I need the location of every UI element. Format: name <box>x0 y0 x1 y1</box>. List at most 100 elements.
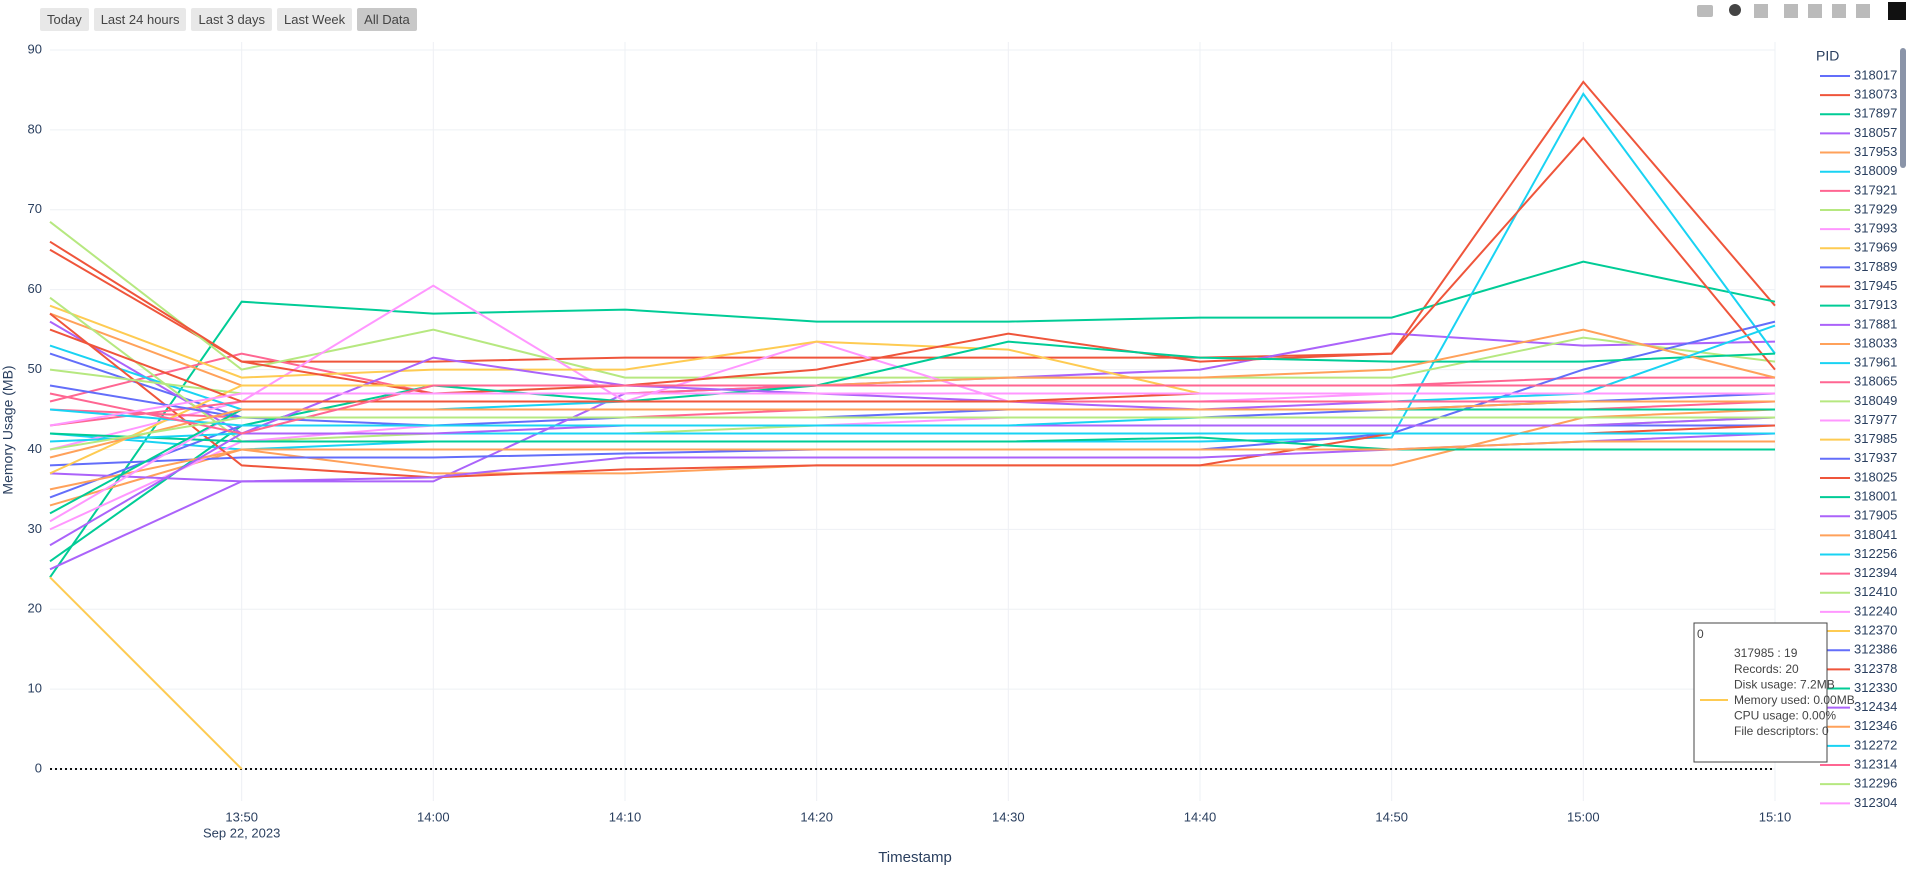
x-tick-label: 14:50 <box>1375 809 1408 824</box>
x-axis-title: Timestamp <box>878 849 952 866</box>
x-tick-label: 15:10 <box>1759 809 1792 824</box>
legend-label[interactable]: 318025 <box>1854 469 1897 484</box>
series-line <box>49 416 1775 451</box>
legend-label[interactable]: 318017 <box>1854 67 1897 82</box>
modebar <box>1697 2 1906 20</box>
series-line <box>49 432 1775 451</box>
legend-scrollbar[interactable] <box>1900 48 1906 168</box>
legend-label[interactable]: 312346 <box>1854 718 1897 733</box>
y-tick-label: 10 <box>28 681 42 696</box>
legend-label[interactable]: 312296 <box>1854 776 1897 791</box>
series-line <box>49 340 1776 563</box>
x-tick-label: 14:10 <box>609 809 642 824</box>
legend-label[interactable]: 312410 <box>1854 584 1897 599</box>
legend-label[interactable]: 318009 <box>1854 163 1897 178</box>
tooltip-line: Disk usage: 7.2MB <box>1734 677 1835 691</box>
y-tick-label: 90 <box>28 41 42 56</box>
zoom-in-icon[interactable] <box>1784 4 1798 18</box>
legend-label[interactable]: 317993 <box>1854 221 1897 236</box>
legend-label[interactable]: 317961 <box>1854 355 1897 370</box>
legend-label[interactable]: 318033 <box>1854 335 1897 350</box>
legend-label[interactable]: 317953 <box>1854 144 1897 159</box>
y-tick-label: 30 <box>28 521 42 536</box>
legend-label[interactable]: 317945 <box>1854 278 1897 293</box>
legend-label[interactable]: 317921 <box>1854 182 1897 197</box>
x-tick-label: 15:00 <box>1567 809 1600 824</box>
y-axis-title: Memory Usage (MB) <box>0 365 16 494</box>
x-date-label: Sep 22, 2023 <box>203 825 280 840</box>
legend-label[interactable]: 317977 <box>1854 412 1897 427</box>
tooltip-line: 317985 : 19 <box>1734 646 1798 660</box>
pan-icon[interactable] <box>1754 4 1768 18</box>
legend-label[interactable]: 312370 <box>1854 622 1897 637</box>
series-line <box>49 384 1775 475</box>
series-line <box>49 440 1775 491</box>
legend-label[interactable]: 312314 <box>1854 756 1897 771</box>
legend-label[interactable]: 312386 <box>1854 642 1897 657</box>
range-button[interactable]: All Data <box>357 8 417 31</box>
tooltip-line: Records: 20 <box>1734 662 1799 676</box>
series-line <box>49 384 1775 435</box>
legend-label[interactable]: 312240 <box>1854 603 1897 618</box>
y-tick-label: 50 <box>28 361 42 376</box>
legend-label[interactable]: 317881 <box>1854 316 1897 331</box>
series-line <box>49 392 1775 427</box>
series-line <box>49 260 1776 578</box>
series-line <box>49 328 1775 403</box>
legend-label[interactable]: 312434 <box>1854 699 1897 714</box>
zoom-icon[interactable] <box>1729 4 1741 16</box>
grid <box>50 42 1776 801</box>
range-button[interactable]: Last 24 hours <box>93 8 187 31</box>
x-tick-label: 13:50 <box>225 809 258 824</box>
series-line <box>49 576 243 770</box>
series-line <box>49 221 1776 379</box>
legend-label[interactable]: 317937 <box>1854 450 1897 465</box>
y-tick-label: 40 <box>28 441 42 456</box>
tooltip-line: CPU usage: 0.00% <box>1734 709 1836 723</box>
legend-label[interactable]: 317913 <box>1854 297 1897 312</box>
legend-label[interactable]: 317969 <box>1854 240 1897 255</box>
legend-title: PID <box>1816 48 1839 64</box>
reset-icon[interactable] <box>1856 4 1870 18</box>
camera-icon[interactable] <box>1697 5 1713 17</box>
series-line <box>49 136 1776 395</box>
legend-label[interactable]: 318001 <box>1854 489 1897 504</box>
legend-label[interactable]: 318065 <box>1854 374 1897 389</box>
tooltip-line: Memory used: 0.00MB <box>1734 693 1855 707</box>
series-line <box>49 332 1776 571</box>
legend-label[interactable]: 312330 <box>1854 680 1897 695</box>
x-tick-label: 14:00 <box>417 809 450 824</box>
legend-label[interactable]: 317897 <box>1854 106 1897 121</box>
autoscale-icon[interactable] <box>1832 4 1846 18</box>
tooltip-line: File descriptors: 0 <box>1734 724 1829 738</box>
range-button[interactable]: Last Week <box>276 8 353 31</box>
plotly-logo[interactable] <box>1888 2 1906 20</box>
legend-label[interactable]: 318041 <box>1854 527 1897 542</box>
legend-label[interactable]: 312304 <box>1854 795 1897 810</box>
range-button[interactable]: Last 3 days <box>191 8 272 31</box>
legend-label[interactable]: 317889 <box>1854 259 1897 274</box>
legend-label[interactable]: 317985 <box>1854 431 1897 446</box>
legend-label[interactable]: 318073 <box>1854 87 1897 102</box>
legend-label[interactable]: 317929 <box>1854 201 1897 216</box>
tooltip-box <box>1693 622 1828 763</box>
legend-label[interactable]: 312394 <box>1854 565 1897 580</box>
tooltip-title: 0 <box>1697 627 1704 641</box>
zoom-out-icon[interactable] <box>1808 4 1822 18</box>
legend-label[interactable]: 312256 <box>1854 546 1897 561</box>
series-line <box>49 80 1776 363</box>
legend-label[interactable]: 312272 <box>1854 737 1897 752</box>
legend-label[interactable]: 317905 <box>1854 508 1897 523</box>
y-tick-label: 70 <box>28 201 42 216</box>
y-tick-label: 0 <box>35 760 42 775</box>
legend-label[interactable]: 318057 <box>1854 125 1897 140</box>
x-tick-label: 14:20 <box>800 809 833 824</box>
legend-label[interactable]: 312378 <box>1854 661 1897 676</box>
legend-label[interactable]: 318049 <box>1854 393 1897 408</box>
x-tick-label: 14:30 <box>992 809 1025 824</box>
range-button[interactable]: Today <box>40 8 89 31</box>
y-tick-label: 80 <box>28 121 42 136</box>
